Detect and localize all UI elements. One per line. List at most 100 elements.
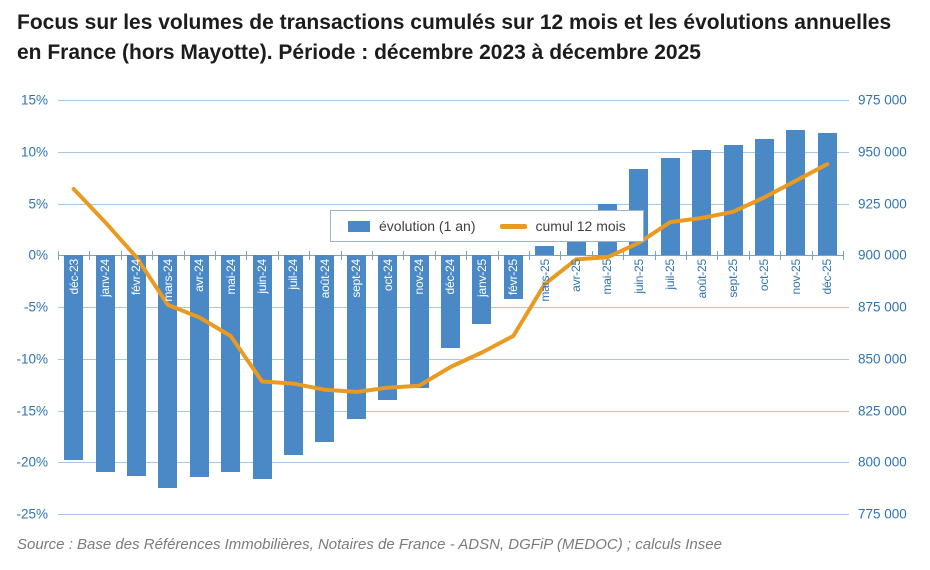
x-axis-label: déc-24 <box>435 259 466 295</box>
x-axis-label: sept-24 <box>341 259 372 298</box>
axis-tick <box>466 251 468 261</box>
bar <box>692 149 712 256</box>
right-axis-tick-label: 875 000 <box>858 299 907 315</box>
x-axis-label-text: oct-25 <box>757 259 772 292</box>
left-axis: 15% 10% 5% 0% -5% -10% -15% -20% -25% <box>0 93 48 522</box>
x-axis-label-text: nov-25 <box>788 259 803 295</box>
axis-tick <box>591 251 593 261</box>
right-axis-tick-label: 900 000 <box>858 247 907 263</box>
axis-tick <box>686 251 687 261</box>
left-axis-tick-label: 15% <box>20 92 48 108</box>
axis-tick <box>89 251 91 261</box>
x-axis-label-text: mai-25 <box>600 259 615 295</box>
axis-tick <box>654 251 656 261</box>
left-axis-tick-label: -20% <box>16 454 48 470</box>
axis-tick <box>340 251 342 261</box>
bar <box>409 255 429 388</box>
bar <box>472 255 492 324</box>
axis-tick <box>403 251 405 261</box>
chart-title: Focus sur les volumes de transactions cu… <box>17 11 892 65</box>
x-axis-label: févr-24 <box>121 259 152 295</box>
bar <box>189 255 209 477</box>
legend: évolution (1 an) cumul 12 mois <box>330 210 644 242</box>
axis-tick <box>811 251 813 261</box>
right-axis-tick-label: 775 000 <box>858 506 907 522</box>
x-axis-label: avr-24 <box>184 259 215 292</box>
x-axis-label: juin-24 <box>246 259 277 294</box>
bar <box>441 255 460 349</box>
x-axis-label: janv-25 <box>466 259 497 297</box>
x-axis-label-text: déc-25 <box>820 259 835 295</box>
grid-line <box>58 462 849 464</box>
bar <box>64 255 84 461</box>
axis-tick <box>277 251 279 261</box>
x-axis-label-text: janv-25 <box>474 259 489 298</box>
cumul-line-svg <box>71 162 830 394</box>
x-axis-label: juil-24 <box>278 259 309 290</box>
x-axis-label-text: août-25 <box>694 259 709 299</box>
bar <box>221 255 241 472</box>
x-axis-label: sept-25 <box>717 259 748 298</box>
x-axis-label-text: mars-24 <box>160 259 175 302</box>
left-axis-tick-label: 10% <box>20 144 48 160</box>
right-axis-tick-label: 975 000 <box>858 92 907 108</box>
right-axis-tick-label: 925 000 <box>858 196 907 211</box>
right-axis: 975 000 950 000 925 000 900 000 875 000 850 0… <box>858 93 928 522</box>
x-axis-label-text: oct-24 <box>380 259 395 292</box>
x-axis-label-text: janv-24 <box>98 259 113 298</box>
axis-tick <box>843 251 844 261</box>
axis-tick <box>717 251 719 261</box>
axis-tick <box>246 251 248 261</box>
x-axis-label: nov-24 <box>403 259 434 295</box>
left-axis-tick-label: -25% <box>16 506 48 522</box>
x-axis-label-text: août-24 <box>317 259 332 299</box>
x-axis-label-text: juin-25 <box>631 259 646 294</box>
axis-tick <box>748 251 750 261</box>
axis-tick <box>529 251 530 261</box>
line-series-swatch <box>499 223 527 229</box>
x-axis-label: août-24 <box>309 259 340 298</box>
x-axis-label-text: mai-24 <box>223 259 238 295</box>
axis-tick <box>58 251 59 261</box>
x-axis-label-text: juil-25 <box>663 259 678 290</box>
x-axis-label: mai-25 <box>592 259 623 294</box>
x-axis-label: mars-25 <box>529 259 560 302</box>
x-axis-label: déc-23 <box>58 259 89 295</box>
x-axis-label-text: mars-25 <box>537 259 552 302</box>
axis-tick <box>120 251 122 261</box>
x-axis-label: mai-24 <box>215 259 246 294</box>
bar <box>315 255 335 442</box>
axis-tick <box>372 251 373 261</box>
axis-tick <box>560 251 562 261</box>
bar <box>723 144 743 256</box>
x-axis-label: oct-24 <box>372 259 403 291</box>
grid-line <box>58 151 849 153</box>
legend-item-evolution: évolution (1 an) <box>348 218 476 234</box>
bar <box>158 255 178 489</box>
legend-line-label: cumul 12 mois <box>535 218 626 234</box>
left-axis-tick-label: -15% <box>16 403 48 418</box>
bar <box>503 255 523 299</box>
bar-series-swatch <box>348 220 370 232</box>
bar <box>817 133 837 256</box>
x-axis-label: déc-25 <box>812 259 843 295</box>
x-axis-label-text: sept-25 <box>726 259 741 298</box>
axis-tick <box>183 251 185 261</box>
source-note: Source : Base des Références Immobilière… <box>17 536 722 553</box>
x-axis-label: oct-25 <box>749 259 780 291</box>
x-axis-label: mars-24 <box>152 259 183 302</box>
x-axis-label-text: juin-24 <box>255 259 270 294</box>
right-axis-tick-label: 800 000 <box>858 454 907 470</box>
x-axis-label-text: sept-24 <box>349 259 364 298</box>
left-axis-tick-label: 0% <box>28 247 48 263</box>
axis-tick <box>497 251 499 261</box>
bar <box>284 255 303 455</box>
bar <box>535 245 555 256</box>
right-axis-tick-label: 825 000 <box>858 403 907 418</box>
x-axis-label: nov-25 <box>780 259 811 295</box>
grid-line <box>58 514 849 515</box>
right-axis-tick-label: 950 000 <box>858 144 907 160</box>
right-axis-tick-label: 850 000 <box>858 351 907 367</box>
left-axis-tick-label: -10% <box>16 351 48 367</box>
x-axis-label-text: déc-23 <box>66 259 81 295</box>
